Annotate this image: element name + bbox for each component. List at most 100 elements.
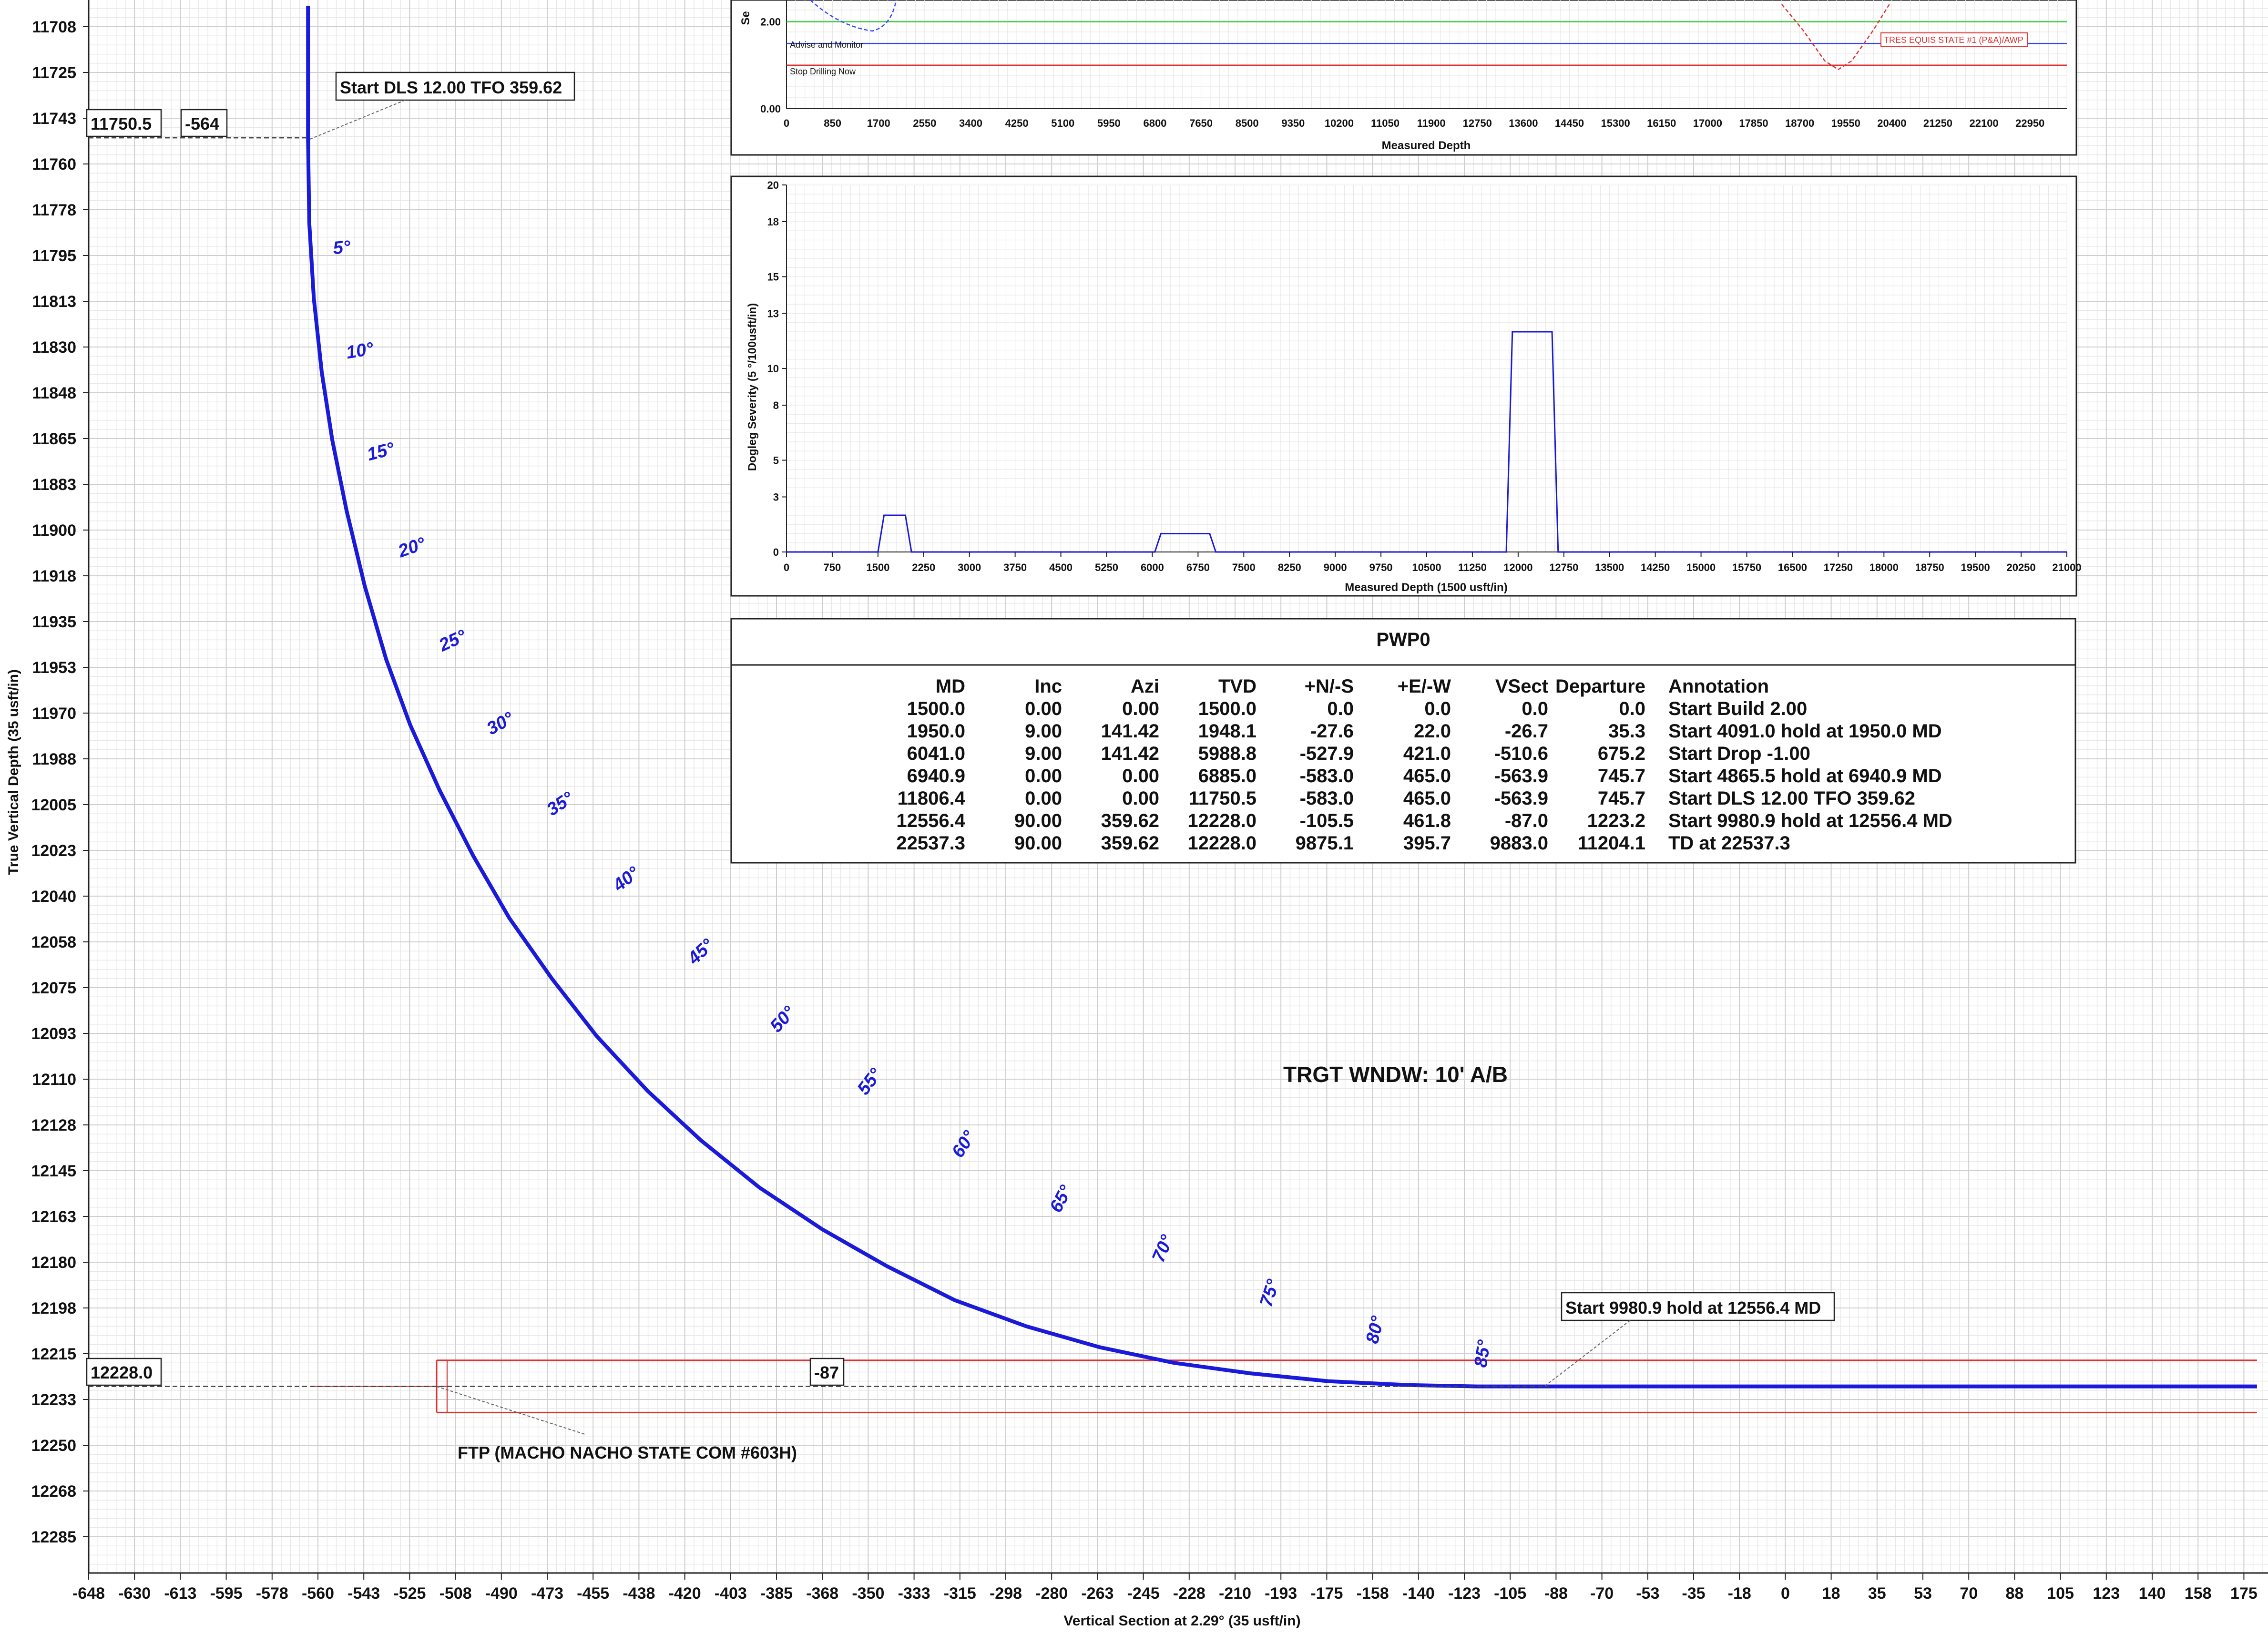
plan-table: PWP0 MD Inc Azi TVD +N/-S +E/-W VSect Departure…	[730, 618, 2076, 864]
table-cell: 5988.8	[1198, 743, 1257, 764]
table-cell: 0.00	[1025, 788, 1062, 809]
label-vs-bottom-box	[809, 1358, 845, 1386]
table-cell: 0.00	[1025, 766, 1062, 786]
x-tick-label: 105	[2047, 1584, 2074, 1603]
y-tick-label: 12145	[31, 1162, 76, 1180]
table-cell: 11806.4	[898, 788, 966, 809]
y-tick-label: 12110	[32, 1071, 76, 1089]
x-tick-label: -578	[256, 1584, 288, 1603]
y-tick-label: 12075	[31, 979, 76, 997]
x-tick-label: -490	[485, 1584, 518, 1603]
label-tvd-top-box	[86, 109, 162, 137]
table-cell: -583.0	[1300, 766, 1354, 786]
table-cell: Start 9980.9 hold at 12556.4 MD	[1668, 810, 1952, 831]
sep-x-tick-label: 8500	[1236, 117, 1259, 129]
sep-x-tick-label: 13600	[1509, 117, 1538, 129]
sep-x-tick-label: 1700	[867, 117, 890, 129]
table-cell: 141.42	[1101, 743, 1159, 764]
x-tick-label: -140	[1402, 1584, 1435, 1603]
dls-x-tick-label: 15000	[1686, 562, 1716, 573]
table-cell: Start Drop -1.00	[1668, 743, 1810, 764]
dls-frame	[730, 175, 2077, 597]
table-cell: 0.0	[1424, 698, 1451, 719]
table-cell: -563.9	[1494, 788, 1548, 809]
table-cell: -583.0	[1300, 788, 1354, 809]
table-cell: 12228.0	[1187, 810, 1257, 831]
y-tick-label: 11865	[32, 430, 76, 448]
dls-y-tick-label: 10	[767, 363, 779, 375]
table-header-cell: Departure	[1555, 676, 1645, 697]
dls-x-tick-label: 750	[824, 562, 841, 573]
target-window	[310, 1359, 2257, 1413]
table-cell: Start Build 2.00	[1668, 698, 1807, 719]
x-tick-label: -210	[1219, 1584, 1251, 1603]
y-tick-label: 12058	[31, 933, 76, 951]
y-tick-label: 11988	[32, 750, 76, 768]
x-tick-label: -123	[1448, 1584, 1481, 1603]
sep-grid	[786, 0, 2067, 109]
callout-dls-box	[335, 71, 575, 101]
sep-x-tick-label: 18700	[1785, 117, 1814, 129]
dls-x-tick-label: 8250	[1278, 562, 1301, 573]
table-cell: -563.9	[1494, 766, 1548, 786]
callout-hold-box	[1561, 1292, 1835, 1321]
sep-series-line	[1781, 4, 1890, 71]
table-cell: 0.00	[1122, 698, 1159, 719]
x-tick-label: -263	[1081, 1584, 1114, 1603]
table-cell: 90.00	[1014, 810, 1062, 831]
dls-x-tick-label: 11250	[1458, 562, 1487, 573]
y-tick-label: 11725	[32, 64, 76, 82]
table-cell: 6885.0	[1198, 766, 1257, 786]
y-tick-label: 11760	[32, 155, 76, 174]
table-cell: Start 4865.5 hold at 6940.9 MD	[1668, 766, 1942, 786]
table-header-cell: VSect	[1495, 676, 1548, 697]
x-tick-label: -350	[852, 1584, 884, 1603]
inclination-label: 85°	[1471, 1338, 1495, 1369]
dls-x-tick-label: 21000	[2052, 562, 2081, 573]
callout-hold-leader	[1544, 1320, 1631, 1387]
table-cell: 465.0	[1403, 788, 1451, 809]
y-tick-label: 12215	[31, 1345, 76, 1363]
dls-x-tick-label: 5250	[1095, 562, 1118, 573]
x-tick-label: 175	[2230, 1584, 2258, 1603]
x-tick-label: -420	[669, 1584, 701, 1603]
dls-x-tick-label: 14250	[1641, 562, 1670, 573]
table-cell: 9883.0	[1490, 833, 1548, 854]
table-cell: 359.62	[1101, 833, 1159, 854]
y-tick-label: 12128	[31, 1116, 76, 1134]
table-title: PWP0	[1376, 629, 1430, 650]
y-tick-label: 11953	[32, 659, 76, 677]
sep-lines	[787, 0, 2067, 71]
x-tick-label: -175	[1310, 1584, 1343, 1603]
y-tick-label: 11935	[32, 613, 76, 631]
wellpath-line	[306, 6, 2257, 1389]
y-tick-label: 11830	[32, 338, 76, 357]
y-tick-label: 12285	[31, 1528, 76, 1546]
y-tick-label: 11743	[32, 110, 76, 128]
dls-x-tick-label: 18000	[1870, 562, 1899, 573]
sep-x-tick-label: 0	[784, 117, 789, 129]
dls-x-tick-label: 4500	[1049, 562, 1073, 573]
dls-grid	[786, 184, 2067, 552]
label-vs-top-box	[180, 109, 228, 137]
x-tick-label: 0	[1781, 1584, 1790, 1603]
y-tick-label: 11795	[32, 247, 76, 265]
table-cell: 745.7	[1598, 788, 1645, 809]
x-tick-label: -438	[623, 1584, 655, 1603]
x-tick-label: -385	[760, 1584, 793, 1603]
x-tick-label: -543	[347, 1584, 380, 1603]
table-cell: 395.7	[1403, 833, 1451, 854]
main-y-axis-label: True Vertical Depth (35 usft/in)	[6, 669, 21, 875]
table-header-cell: MD	[936, 676, 965, 697]
x-tick-label: -508	[439, 1584, 472, 1603]
x-tick-label: 18	[1822, 1584, 1840, 1603]
x-tick-label: -88	[1544, 1584, 1568, 1603]
dls-x-tick-label: 7500	[1232, 562, 1256, 573]
y-tick-label: 12198	[31, 1299, 76, 1317]
sep-x-tick-label: 17000	[1693, 117, 1722, 129]
y-tick-label: 11778	[32, 201, 76, 219]
sep-x-tick-label: 17850	[1739, 117, 1768, 129]
dogleg-severity-plot: 0 750 1500 2250 3000 3750 4500 5250 6000 6750 7500…	[730, 175, 2082, 597]
table-cell: 1500.0	[907, 698, 965, 719]
